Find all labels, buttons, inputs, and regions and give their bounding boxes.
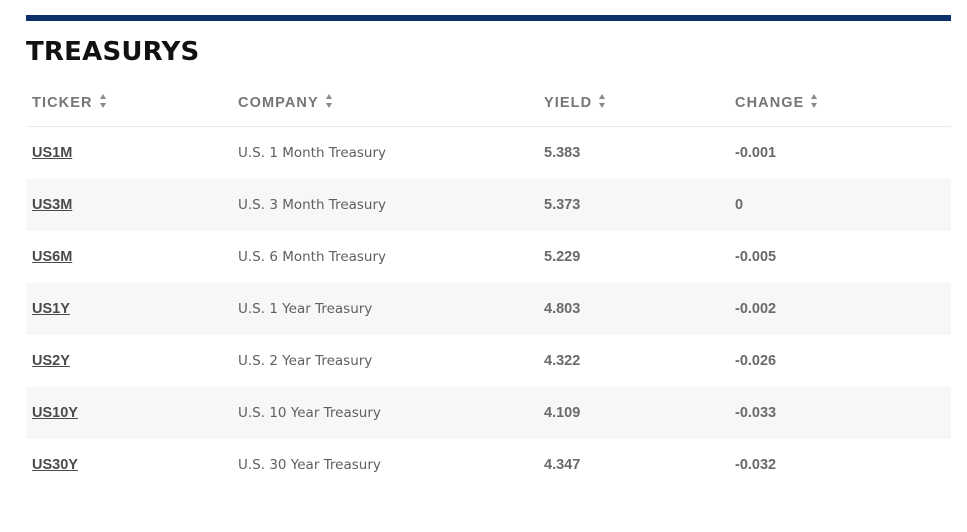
column-header-change[interactable]: CHANGE <box>735 78 818 126</box>
sort-arrows-icon[interactable] <box>811 94 818 109</box>
column-header-ticker[interactable]: TICKER <box>32 78 107 126</box>
section-title: TREASURYS <box>26 37 200 67</box>
table-row: US30Y U.S. 30 Year Treasury 4.347 -0.032 <box>26 439 951 491</box>
company-cell: U.S. 2 Year Treasury <box>238 353 373 369</box>
yield-cell: 4.803 <box>544 301 581 317</box>
column-header-label: TICKER <box>32 95 93 111</box>
change-cell: 0 <box>735 197 744 213</box>
column-header-label: YIELD <box>544 95 593 111</box>
company-cell: U.S. 10 Year Treasury <box>238 405 381 421</box>
ticker-cell: US6M <box>32 231 72 283</box>
table-row: US2Y U.S. 2 Year Treasury 4.322 -0.026 <box>26 335 951 387</box>
company-cell: U.S. 30 Year Treasury <box>238 457 381 473</box>
section-top-rule <box>26 15 951 21</box>
sort-arrows-icon[interactable] <box>325 94 333 109</box>
change-cell: -0.032 <box>735 457 777 473</box>
change-cell: -0.005 <box>735 249 777 265</box>
column-header-company[interactable]: COMPANY <box>238 78 333 126</box>
table-row: US1Y U.S. 1 Year Treasury 4.803 -0.002 <box>26 283 951 335</box>
company-cell: U.S. 3 Month Treasury <box>238 197 387 213</box>
company-cell: U.S. 1 Year Treasury <box>238 301 373 317</box>
column-header-label: CHANGE <box>735 95 805 111</box>
yield-cell: 4.347 <box>544 457 581 473</box>
yield-cell: 5.229 <box>544 249 581 265</box>
yield-cell: 4.322 <box>544 353 581 369</box>
table-row: US10Y U.S. 10 Year Treasury 4.109 -0.033 <box>26 387 951 439</box>
change-cell: -0.033 <box>735 405 777 421</box>
sort-arrows-icon[interactable] <box>99 94 107 109</box>
sort-arrows-icon[interactable] <box>599 94 606 109</box>
change-cell: -0.026 <box>735 353 777 369</box>
ticker-link[interactable]: US1Y <box>32 301 70 317</box>
ticker-cell: US1Y <box>32 283 70 335</box>
table-row: US1M U.S. 1 Month Treasury 5.383 -0.001 <box>26 127 951 179</box>
ticker-cell: US2Y <box>32 335 70 387</box>
ticker-cell: US30Y <box>32 439 78 491</box>
table-row: US3M U.S. 3 Month Treasury 5.373 0 <box>26 179 951 231</box>
column-header-label: COMPANY <box>238 95 319 111</box>
ticker-cell: US3M <box>32 179 72 231</box>
ticker-link[interactable]: US1M <box>32 145 73 161</box>
column-header-yield[interactable]: YIELD <box>544 78 606 126</box>
treasurys-table: TICKER COMPANY YIELD CHANGE US1M U.S. 1 … <box>26 78 951 491</box>
ticker-link[interactable]: US3M <box>32 197 73 213</box>
table-header: TICKER COMPANY YIELD CHANGE <box>26 78 951 127</box>
ticker-link[interactable]: US10Y <box>32 405 78 421</box>
ticker-cell: US10Y <box>32 387 78 439</box>
yield-cell: 4.109 <box>544 405 581 421</box>
change-cell: -0.001 <box>735 145 777 161</box>
company-cell: U.S. 6 Month Treasury <box>238 249 387 265</box>
ticker-link[interactable]: US6M <box>32 249 73 265</box>
ticker-cell: US1M <box>32 127 72 179</box>
table-row: US6M U.S. 6 Month Treasury 5.229 -0.005 <box>26 231 951 283</box>
change-cell: -0.002 <box>735 301 777 317</box>
company-cell: U.S. 1 Month Treasury <box>238 145 387 161</box>
yield-cell: 5.373 <box>544 197 581 213</box>
yield-cell: 5.383 <box>544 145 581 161</box>
ticker-link[interactable]: US2Y <box>32 353 70 369</box>
ticker-link[interactable]: US30Y <box>32 457 78 473</box>
